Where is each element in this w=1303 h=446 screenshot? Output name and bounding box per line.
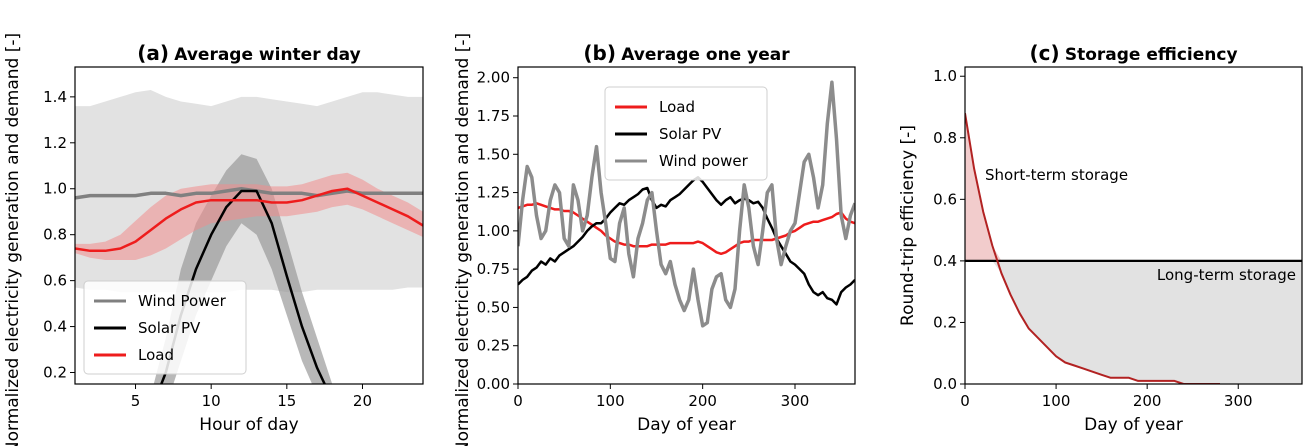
y-tick-label: 0.8 (933, 129, 957, 147)
y-axis-label: Normalized electricity generation and de… (3, 33, 23, 446)
x-tick-label: 5 (131, 392, 141, 410)
y-tick-label: 0.6 (933, 190, 957, 208)
y-tick-label: 1.4 (43, 88, 67, 106)
axes-frame (74, 66, 424, 385)
x-tick-label: 200 (688, 392, 717, 410)
y-tick-label: 0.75 (477, 260, 510, 278)
chart-title: (c) Storage efficiency (1029, 41, 1237, 65)
title-text: Average one year (621, 45, 790, 65)
legend-label: Wind power (659, 152, 749, 170)
y-axis-label: Normalized electricity generation and de… (453, 33, 473, 446)
panel-label: (c) (1029, 41, 1059, 65)
axes-frame (517, 66, 856, 385)
chart-title: (b) Average one year (583, 41, 790, 65)
x-tick-label: 15 (277, 392, 296, 410)
series-line (518, 202, 855, 256)
y-tick-label: 2.00 (477, 69, 510, 87)
y-tick-label: 0.8 (43, 226, 67, 244)
x-tick-label: 100 (596, 392, 625, 410)
y-tick-label: 1.00 (477, 222, 510, 240)
series-line (518, 80, 855, 328)
x-tick-label: 100 (1042, 392, 1071, 410)
legend-box (83, 280, 247, 375)
x-tick-label: 300 (1224, 392, 1253, 410)
y-tick-label: 1.2 (43, 134, 67, 152)
series-line (518, 176, 855, 306)
y-tick-label: 0.4 (933, 252, 957, 270)
x-tick-label: 0 (513, 392, 523, 410)
plot-area (518, 80, 855, 328)
title-text: Average winter day (174, 45, 360, 65)
x-tick-label: 0 (960, 392, 970, 410)
annotation: Long-term storage (1157, 266, 1296, 284)
y-axis-label: Round-trip efficiency [-] (898, 125, 918, 326)
x-tick-label: 10 (202, 392, 221, 410)
legend-label: Load (138, 346, 174, 364)
y-tick-label: 1.0 (43, 180, 67, 198)
y-tick-label: 1.50 (477, 145, 510, 163)
band (75, 172, 423, 260)
y-tick-label: 0.2 (933, 313, 957, 331)
x-axis-label: Day of year (637, 415, 736, 435)
y-tick-label: 1.0 (933, 67, 957, 85)
series-line (75, 187, 423, 253)
series-line (160, 189, 327, 384)
y-tick-label: 0.6 (43, 272, 67, 290)
annotation: Short-term storage (985, 166, 1128, 184)
panel-label: (a) (137, 41, 169, 65)
x-tick-label: 300 (781, 392, 810, 410)
x-tick-label: 20 (353, 392, 372, 410)
legend-label: Solar PV (659, 125, 722, 143)
long-term-area (965, 260, 1302, 384)
y-tick-label: 0.2 (43, 364, 67, 382)
series-line (965, 113, 1220, 384)
short-term-area (965, 113, 1221, 261)
title-text: Storage efficiency (1065, 45, 1238, 65)
y-tick-label: 0.4 (43, 318, 67, 336)
x-axis-label: Day of year (1084, 415, 1183, 435)
y-tick-label: 0.0 (933, 375, 957, 393)
axes-frame (964, 66, 1303, 385)
legend-label: Wind Power (138, 292, 227, 310)
x-tick-label: 200 (1133, 392, 1162, 410)
legend-label: Load (659, 98, 695, 116)
x-axis-label: Hour of day (199, 415, 298, 435)
chart-title: (a) Average winter day (137, 41, 360, 65)
y-tick-label: 0.25 (477, 337, 510, 355)
y-tick-label: 1.25 (477, 184, 510, 202)
panel-label: (b) (583, 41, 616, 65)
y-tick-label: 0.00 (477, 375, 510, 393)
legend-box (604, 86, 768, 181)
plot-area (965, 113, 1302, 384)
y-tick-label: 0.50 (477, 298, 510, 316)
y-tick-label: 1.75 (477, 107, 510, 125)
legend-label: Solar PV (138, 319, 201, 337)
